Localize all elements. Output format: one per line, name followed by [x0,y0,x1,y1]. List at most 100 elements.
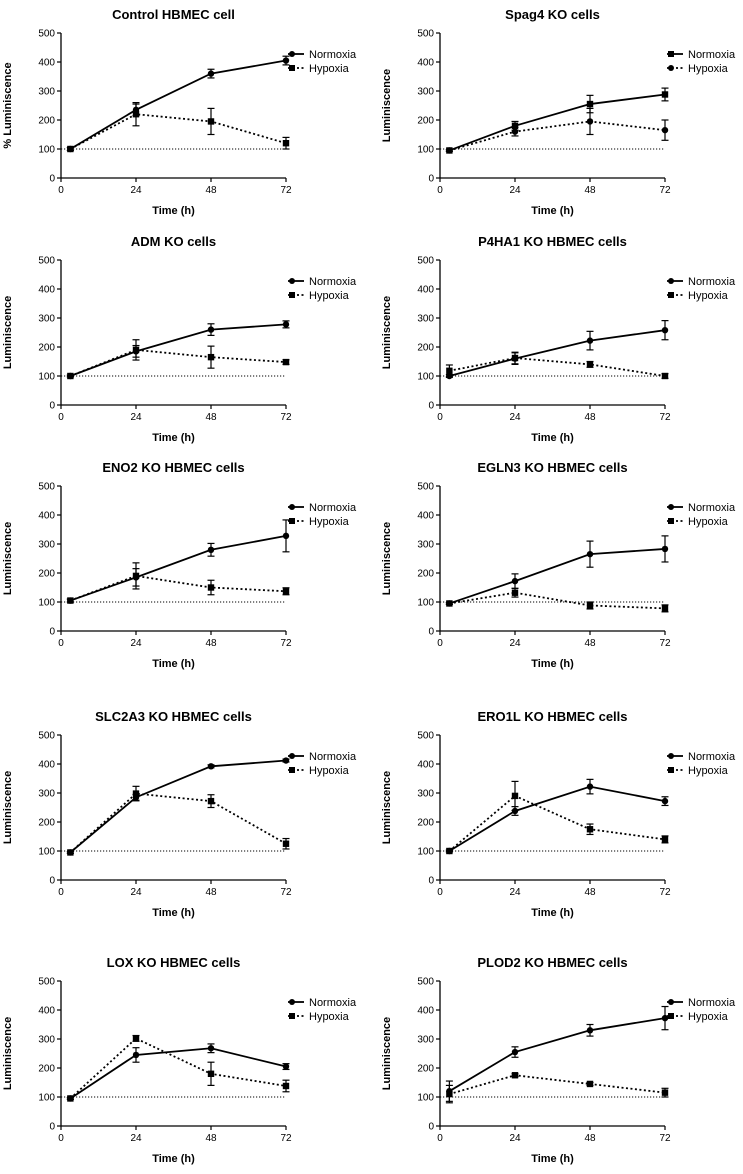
chart-title: SLC2A3 KO HBMEC cells [95,709,252,724]
x-tick-label: 24 [509,638,521,649]
data-point-normoxia [207,70,215,77]
series-line-hypoxia [70,348,287,377]
x-tick-label: 0 [58,185,64,196]
y-tick-label: 100 [38,598,55,609]
data-point-hypoxia [282,840,290,847]
x-tick-label: 48 [584,1133,596,1144]
chart-panel: Control HBMEC cell 0 100 200 300 400 500 0 24 48 7… [2,7,357,217]
y-axis-label: Luminiscence [381,771,393,844]
x-tick-label: 0 [437,887,443,898]
series-line-normoxia [449,93,666,152]
chart-panel: ERO1L KO HBMEC cells 0 100 200 300 400 500 0 24 4… [381,709,736,919]
legend-label: Normoxia [688,997,736,1009]
x-tick-label: 24 [509,412,521,423]
legend-marker [668,999,674,1005]
chart-title: ENO2 KO HBMEC cells [102,460,244,475]
series-line-normoxia [69,59,287,150]
y-tick-label: 400 [417,1006,434,1017]
legend-label: Hypoxia [309,1011,350,1023]
legend-label: Normoxia [309,502,357,514]
legend-marker [668,51,674,57]
data-point-hypoxia [67,1095,74,1102]
y-tick-label: 300 [38,540,55,551]
y-axis-label: Luminiscence [2,522,14,595]
legend-label: Hypoxia [309,290,350,302]
y-tick-label: 500 [417,29,434,40]
x-tick-label: 0 [58,887,64,898]
chart-title: PLOD2 KO HBMEC cells [477,955,627,970]
data-point-normoxia [207,326,215,333]
x-tick-label: 72 [280,887,292,898]
series-line-normoxia [449,548,666,605]
x-axis-label: Time (h) [152,205,195,217]
y-tick-label: 200 [38,1064,55,1075]
x-tick-label: 72 [659,887,671,898]
legend-label: Normoxia [309,997,357,1009]
data-point-hypoxia [132,790,140,797]
data-point-hypoxia [282,140,290,147]
x-tick-label: 72 [659,638,671,649]
data-point-normoxia [207,546,215,553]
chart-title: P4HA1 KO HBMEC cells [478,234,627,249]
legend-marker [668,292,674,298]
y-axis-label: Luminiscence [381,69,393,142]
data-point-hypoxia [446,847,453,855]
data-point-hypoxia [67,849,74,856]
legend-label: Normoxia [309,49,357,61]
chart-title: ERO1L KO HBMEC cells [477,709,627,724]
y-tick-label: 100 [38,372,55,383]
y-tick-label: 300 [417,789,434,800]
series-line-hypoxia [448,794,666,852]
x-tick-label: 0 [437,638,443,649]
data-point-hypoxia [132,572,140,580]
series-line-normoxia [449,329,666,377]
x-tick-label: 72 [280,185,292,196]
data-point-normoxia [586,550,594,558]
x-tick-label: 48 [584,887,596,898]
data-point-hypoxia [511,354,519,362]
data-point-normoxia [661,326,669,334]
data-point-normoxia [207,1045,215,1052]
x-tick-label: 0 [58,1133,64,1144]
y-tick-label: 100 [417,1093,434,1104]
legend-label: Normoxia [688,751,736,763]
x-axis-label: Time (h) [152,1153,195,1165]
y-tick-label: 0 [49,401,55,412]
y-tick-label: 0 [428,1122,434,1133]
y-tick-label: 400 [417,760,434,771]
x-tick-label: 48 [205,412,217,423]
legend-label: Hypoxia [688,290,729,302]
chart-panel: SLC2A3 KO HBMEC cells 0 100 200 300 400 500 0 24… [2,709,357,919]
chart-title: LOX KO HBMEC cells [107,955,241,970]
x-tick-label: 24 [130,1133,142,1144]
series-line-hypoxia [449,591,666,610]
x-axis-label: Time (h) [152,432,195,444]
data-point-hypoxia [282,588,290,595]
x-tick-label: 0 [437,412,443,423]
y-tick-label: 400 [38,511,55,522]
x-axis-label: Time (h) [531,205,574,217]
data-point-hypoxia [586,118,594,125]
y-tick-label: 500 [38,256,55,267]
data-point-hypoxia [661,1089,669,1096]
y-tick-label: 200 [417,343,434,354]
y-tick-label: 100 [417,145,434,156]
data-point-hypoxia [132,1035,140,1042]
legend-label: Normoxia [688,276,736,288]
legend-marker [668,278,674,284]
data-point-normoxia [282,532,290,540]
chart-title: Control HBMEC cell [112,7,235,22]
data-point-hypoxia [446,147,453,154]
legend-marker [668,65,674,71]
chart-panel: ENO2 KO HBMEC cells 0 100 200 300 400 500 0 24 48… [2,460,357,670]
legend-marker [668,518,674,524]
y-tick-label: 0 [49,1122,55,1133]
legend-label: Hypoxia [309,516,350,528]
y-tick-label: 200 [417,116,434,127]
series-line-hypoxia [69,1037,287,1100]
legend-label: Hypoxia [688,1011,729,1023]
y-axis-label: % Luminiscence [2,62,14,148]
data-point-hypoxia [661,372,669,380]
y-tick-label: 500 [38,731,55,742]
data-point-hypoxia [511,1072,519,1079]
